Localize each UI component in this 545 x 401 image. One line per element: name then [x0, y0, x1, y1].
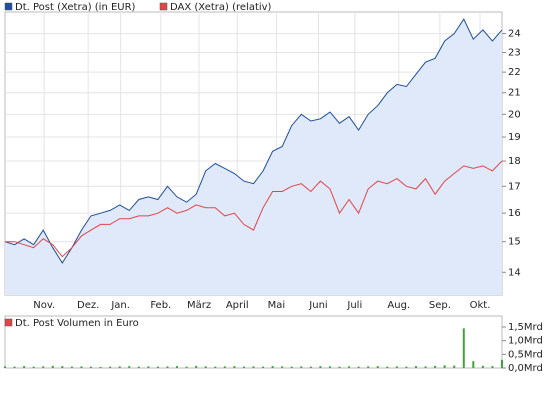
bar [23, 366, 26, 368]
bar [147, 366, 150, 368]
y-tick-label: 19 [508, 132, 521, 143]
bar [443, 365, 446, 368]
y-tick-label: 14 [508, 267, 521, 278]
bar [405, 366, 408, 368]
x-tick-label: Sep. [429, 300, 451, 311]
y-tick-label: 24 [508, 29, 521, 40]
y-tick-label: 0,0Mrd [508, 363, 543, 374]
bar [501, 359, 503, 368]
bar [424, 366, 427, 368]
bar [271, 366, 274, 368]
legend-swatch [159, 2, 168, 11]
y-tick-label: 1,0Mrd [508, 336, 543, 347]
bar [462, 328, 465, 368]
bar [185, 366, 188, 368]
bar [233, 366, 236, 368]
x-tick-label: Feb. [150, 300, 171, 311]
bar [434, 365, 437, 368]
y-tick-label: 17 [508, 181, 521, 192]
bar [290, 366, 293, 368]
bar [70, 366, 73, 368]
bar [242, 366, 245, 368]
bar [367, 366, 370, 368]
bar [376, 366, 379, 368]
bar [262, 366, 265, 368]
x-tick-label: April [226, 300, 249, 311]
bar [42, 366, 45, 368]
bar [414, 366, 417, 368]
y-tick-label: 22 [508, 67, 521, 78]
plot-area [4, 315, 503, 369]
bar [357, 366, 360, 368]
bar [4, 366, 6, 368]
legend-label: Dt. Post Volumen in Euro [15, 318, 139, 329]
bar [204, 366, 207, 368]
bar [338, 366, 341, 368]
bar [348, 366, 351, 368]
legend-label: Dt. Post (Xetra) (in EUR) [15, 2, 136, 13]
legend-swatch [4, 318, 13, 327]
bar [491, 366, 494, 368]
bar [13, 366, 16, 368]
bar [32, 366, 35, 368]
legend-swatch [4, 2, 13, 11]
bar [109, 366, 112, 368]
y-tick-label: 20 [508, 109, 521, 120]
bar [51, 365, 54, 368]
bar [252, 366, 255, 368]
y-tick-label: 1,5Mrd [508, 322, 543, 333]
bar [118, 366, 121, 368]
bar [481, 365, 484, 368]
bar [166, 366, 169, 368]
x-tick-label: Dez. [77, 300, 99, 311]
bar [195, 365, 198, 368]
y-tick-label: 23 [508, 47, 521, 58]
x-tick-label: Okt. [470, 300, 491, 311]
x-tick-label: Juli [346, 300, 362, 311]
bar [453, 365, 456, 368]
y-tick-label: 18 [508, 156, 521, 167]
bar [223, 366, 226, 368]
x-tick-label: Aug. [387, 300, 410, 311]
bar [281, 366, 284, 368]
y-tick-label: 0,5Mrd [508, 349, 543, 360]
bar [395, 366, 398, 368]
legend-label: DAX (Xetra) (relativ) [170, 2, 272, 13]
bar [128, 366, 131, 368]
bar [137, 366, 140, 368]
bar [300, 366, 303, 368]
area [5, 19, 502, 295]
bar [61, 366, 64, 368]
x-tick-label: März [187, 300, 211, 311]
bar [319, 366, 322, 368]
line [4, 18, 503, 264]
y-tick-label: 15 [508, 237, 521, 248]
bar [80, 366, 83, 368]
line [5, 160, 503, 258]
x-tick-label: Juni [308, 300, 327, 311]
bar [156, 366, 159, 368]
bar [90, 366, 93, 368]
x-tick-label: Jan. [110, 300, 130, 311]
y-tick-label: 21 [508, 88, 521, 99]
bar [309, 366, 312, 368]
x-tick-label: Mai [268, 300, 286, 311]
bar [386, 366, 389, 368]
x-tick-label: Nov. [33, 300, 55, 311]
bar [328, 366, 331, 368]
bar [176, 366, 179, 368]
bar [99, 366, 102, 368]
bar [472, 361, 475, 368]
bar [214, 366, 217, 368]
y-tick-label: 16 [508, 208, 521, 219]
